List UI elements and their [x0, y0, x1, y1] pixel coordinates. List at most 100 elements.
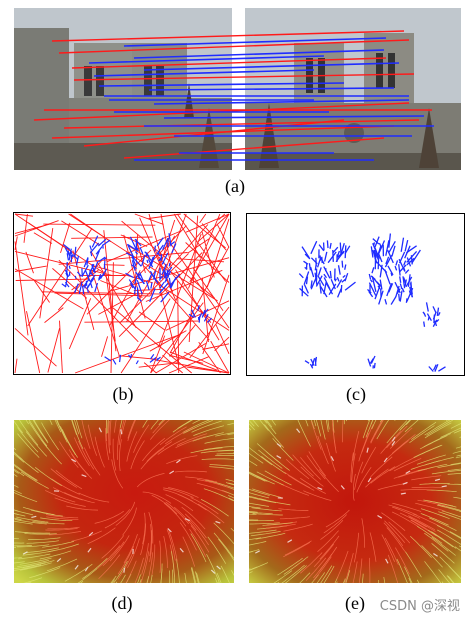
streamline	[326, 442, 336, 472]
vector-stroke	[373, 250, 380, 261]
flow-arrow	[120, 429, 123, 435]
streamline	[255, 532, 286, 540]
vector-stroke	[133, 285, 137, 295]
streamline	[204, 437, 234, 444]
streamline	[437, 504, 461, 512]
vector-stroke	[72, 254, 79, 260]
vector-stroke	[161, 263, 167, 275]
vector-stroke	[162, 238, 169, 251]
streamline	[249, 472, 268, 482]
vector-stroke	[210, 340, 230, 374]
streamline	[74, 420, 80, 435]
vector-stroke	[323, 266, 331, 279]
vector-stroke	[163, 269, 168, 277]
vector-stroke	[432, 319, 438, 327]
vector-stroke	[378, 290, 384, 305]
streamline	[264, 424, 285, 448]
flow-arrow	[216, 565, 221, 570]
vector-stroke	[163, 272, 168, 282]
vector-stroke	[74, 275, 77, 279]
streamline	[409, 425, 435, 443]
streamline	[249, 488, 270, 496]
vector-stroke	[395, 260, 399, 266]
vector-stroke	[60, 222, 71, 254]
streamline	[115, 501, 136, 526]
vector-stroke	[145, 280, 150, 291]
streamline	[396, 558, 408, 583]
vector-stroke	[376, 261, 388, 274]
vector-stroke	[396, 288, 401, 295]
vector-stroke	[201, 277, 209, 343]
streamline	[310, 420, 322, 450]
streamline	[148, 511, 154, 544]
streamline	[188, 519, 209, 546]
flow-arrow	[391, 436, 396, 442]
streamline	[181, 506, 206, 530]
streamline	[281, 564, 305, 583]
vector-stroke	[76, 271, 82, 277]
streamline	[362, 420, 371, 439]
streamline	[185, 476, 218, 483]
vector-stroke	[303, 271, 310, 285]
vector-stroke	[399, 283, 403, 290]
flow-arrow	[255, 550, 260, 554]
streamline	[277, 557, 303, 576]
streamline	[191, 566, 197, 583]
streamline	[283, 556, 309, 575]
vector-stroke	[90, 250, 137, 329]
streamline	[249, 473, 266, 482]
caption-b: (b)	[112, 384, 134, 404]
vector-stroke	[149, 288, 156, 303]
streamline	[215, 455, 234, 457]
streamline	[54, 497, 86, 507]
streamline	[14, 468, 25, 477]
vector-stroke	[66, 253, 69, 261]
vector-stroke	[157, 233, 202, 348]
streamline	[47, 526, 80, 530]
streamline	[381, 534, 395, 562]
vector-stroke	[199, 213, 207, 224]
vector-stroke	[33, 232, 53, 244]
streamline	[82, 557, 108, 579]
vector-stroke	[14, 223, 50, 234]
streamline	[14, 517, 22, 520]
streamlines-d	[14, 420, 234, 583]
streamline	[14, 564, 42, 571]
vector-stroke	[86, 277, 95, 289]
vector-stroke	[103, 260, 106, 269]
vector-stroke	[68, 265, 71, 270]
vector-stroke	[135, 360, 139, 365]
vector-stroke	[318, 244, 325, 252]
streamline	[66, 505, 99, 511]
streamline	[428, 529, 454, 548]
streamline	[117, 551, 134, 580]
streamline	[249, 452, 264, 464]
streamline	[29, 567, 61, 579]
flow-arrow	[98, 427, 103, 433]
streamline	[426, 489, 457, 493]
vector-stroke	[319, 282, 322, 294]
streamline	[404, 420, 419, 433]
streamline	[216, 453, 234, 455]
streamline	[203, 488, 234, 502]
streamline	[151, 494, 178, 515]
streamline	[64, 492, 95, 504]
streamline	[303, 490, 332, 501]
streamline	[142, 512, 146, 545]
streamline	[111, 459, 124, 489]
streamline	[45, 490, 76, 503]
streamline	[105, 420, 107, 434]
vector-stroke	[337, 265, 341, 275]
streamline	[59, 441, 79, 468]
streamline	[140, 447, 165, 470]
vector-stroke	[61, 220, 101, 246]
streamline	[190, 567, 196, 583]
streamline	[192, 432, 224, 442]
vector-stroke	[404, 239, 409, 252]
vector-stroke	[372, 249, 378, 264]
vector-stroke	[44, 307, 64, 323]
streamline	[450, 423, 461, 429]
streamline	[362, 573, 364, 583]
vector-stroke	[32, 278, 50, 303]
streamline	[195, 571, 199, 583]
